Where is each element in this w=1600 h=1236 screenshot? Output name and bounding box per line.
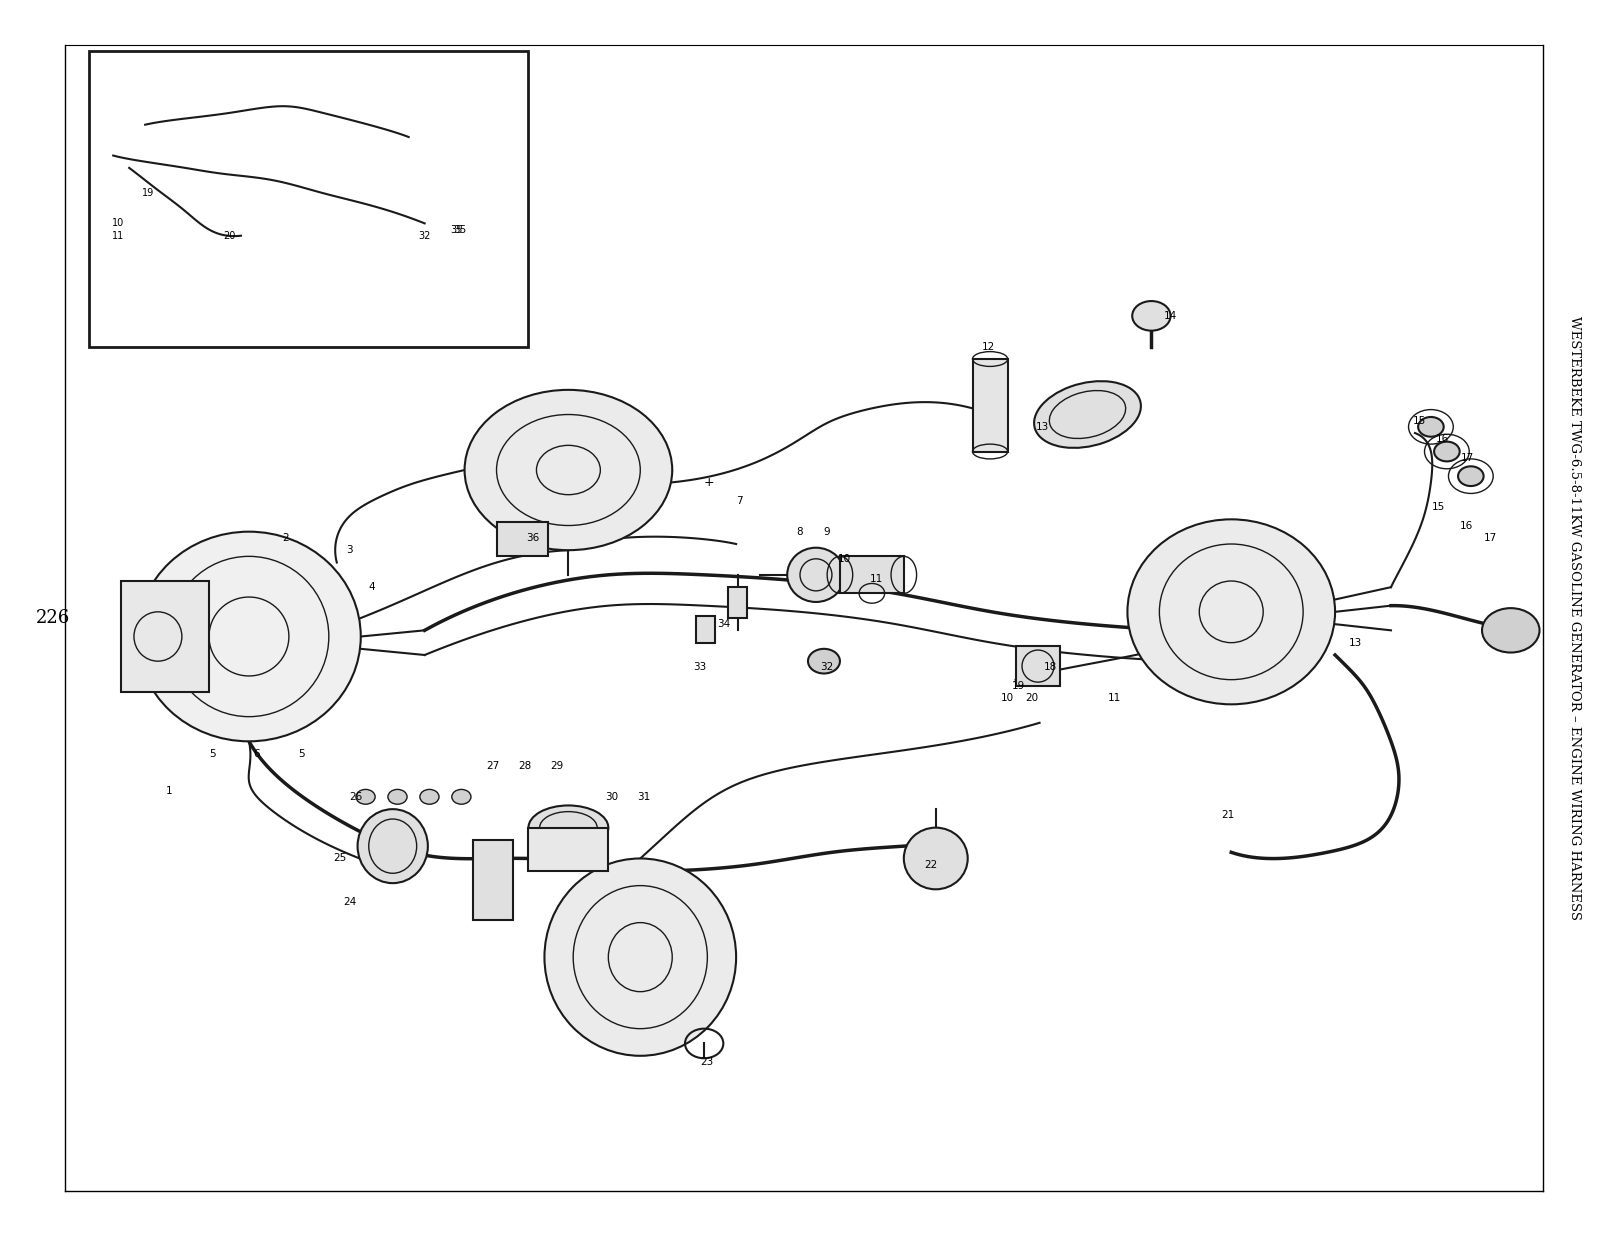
Ellipse shape — [138, 531, 360, 742]
Text: +: + — [704, 476, 714, 489]
Ellipse shape — [250, 119, 314, 156]
Circle shape — [365, 135, 403, 164]
Text: 34: 34 — [717, 619, 730, 629]
Text: 35: 35 — [451, 225, 462, 235]
Circle shape — [1434, 441, 1459, 461]
Text: 31: 31 — [637, 792, 650, 802]
Bar — [840, 556, 904, 593]
Text: 28: 28 — [518, 761, 531, 771]
Bar — [90, 51, 528, 346]
Bar — [973, 358, 1008, 451]
Text: 27: 27 — [486, 761, 499, 771]
Text: 24: 24 — [342, 896, 357, 907]
Text: 5: 5 — [298, 749, 306, 759]
Ellipse shape — [1128, 519, 1334, 705]
Text: 9: 9 — [824, 527, 830, 536]
Text: WESTERBEKE TWG-6.5-8-11KW GASOLINE GENERATOR – ENGINE WIRING HARNESS: WESTERBEKE TWG-6.5-8-11KW GASOLINE GENER… — [1568, 316, 1581, 920]
Text: 22: 22 — [925, 860, 938, 870]
Circle shape — [1133, 302, 1171, 331]
Ellipse shape — [904, 828, 968, 890]
Text: 13: 13 — [1037, 421, 1050, 431]
Text: 10: 10 — [112, 219, 125, 229]
Ellipse shape — [357, 810, 427, 884]
Text: 21: 21 — [1221, 811, 1235, 821]
Text: 10: 10 — [838, 554, 851, 564]
Circle shape — [451, 790, 470, 805]
Ellipse shape — [1034, 381, 1141, 447]
Text: 33: 33 — [693, 662, 706, 672]
Text: 15: 15 — [1432, 502, 1445, 512]
Text: 26: 26 — [349, 792, 363, 802]
Text: 3: 3 — [346, 545, 354, 555]
Text: 11: 11 — [1109, 693, 1122, 703]
Ellipse shape — [178, 109, 258, 153]
Text: 11: 11 — [870, 574, 883, 583]
Bar — [1016, 646, 1061, 686]
Bar — [496, 522, 547, 556]
Text: 25: 25 — [333, 854, 347, 864]
Text: 226: 226 — [35, 609, 70, 627]
Text: 12: 12 — [982, 341, 995, 352]
Text: 32: 32 — [419, 231, 430, 241]
Ellipse shape — [528, 806, 608, 850]
Text: 2: 2 — [282, 533, 290, 543]
Text: 17: 17 — [1483, 533, 1496, 543]
Text: 15: 15 — [1413, 415, 1426, 425]
Text: 5: 5 — [210, 749, 216, 759]
Text: 35: 35 — [453, 225, 467, 235]
Circle shape — [314, 125, 360, 162]
Circle shape — [1458, 466, 1483, 486]
Circle shape — [355, 790, 374, 805]
Bar — [122, 581, 210, 692]
Ellipse shape — [544, 859, 736, 1056]
Text: 11: 11 — [112, 231, 125, 241]
Bar — [728, 587, 747, 618]
Text: 30: 30 — [605, 792, 618, 802]
Text: 19: 19 — [1013, 681, 1026, 691]
Text: 16: 16 — [1435, 434, 1448, 444]
Text: 1: 1 — [166, 786, 173, 796]
Text: 14: 14 — [1163, 311, 1178, 321]
Text: 6: 6 — [254, 749, 261, 759]
Text: 19: 19 — [142, 188, 155, 198]
Bar — [696, 616, 715, 643]
Circle shape — [419, 790, 438, 805]
Circle shape — [808, 649, 840, 674]
Text: 13: 13 — [1349, 638, 1363, 648]
Text: 18: 18 — [1045, 662, 1058, 672]
Circle shape — [110, 122, 181, 177]
Text: 20: 20 — [224, 231, 235, 241]
Text: 4: 4 — [368, 582, 376, 592]
Bar — [472, 840, 512, 920]
Text: 36: 36 — [526, 533, 539, 543]
Circle shape — [1482, 608, 1539, 653]
Text: 8: 8 — [797, 527, 803, 536]
Text: 10: 10 — [1002, 693, 1014, 703]
Circle shape — [464, 389, 672, 550]
Text: 32: 32 — [821, 662, 834, 672]
Bar — [528, 828, 608, 871]
Circle shape — [1418, 417, 1443, 436]
Text: 7: 7 — [736, 496, 742, 506]
Text: 17: 17 — [1461, 452, 1474, 462]
Text: 20: 20 — [1026, 693, 1038, 703]
Circle shape — [387, 790, 406, 805]
Text: 16: 16 — [1459, 520, 1472, 530]
Text: 29: 29 — [550, 761, 563, 771]
Text: 23: 23 — [701, 1057, 714, 1067]
Ellipse shape — [787, 548, 845, 602]
